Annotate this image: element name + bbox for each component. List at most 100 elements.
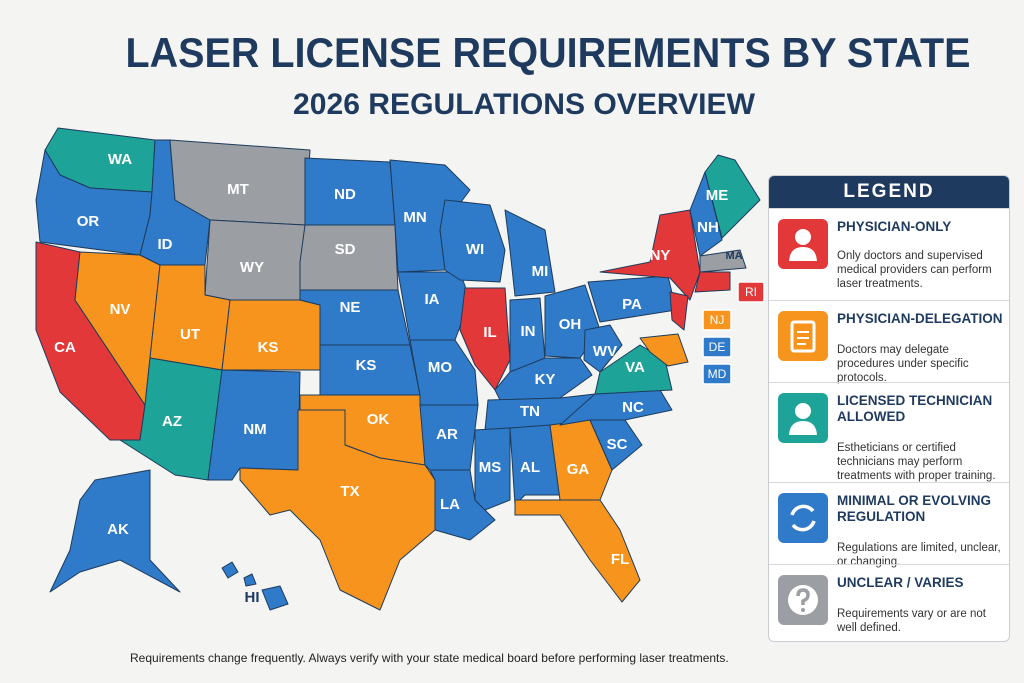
state-label: AR xyxy=(436,426,458,443)
legend-icon xyxy=(778,219,828,269)
state-label: KS xyxy=(258,339,279,356)
legend-name: UNCLEAR / VARIES xyxy=(837,575,964,590)
state xyxy=(639,333,689,367)
legend-item: PHYSICIAN-ONLY Only doctors and supervise… xyxy=(769,208,1009,300)
state xyxy=(583,324,623,373)
state-label: ME xyxy=(706,187,729,204)
state xyxy=(221,299,321,371)
state-label: KY xyxy=(535,371,556,388)
state xyxy=(599,209,701,301)
state-label: KS xyxy=(356,357,377,374)
icon-part xyxy=(795,229,811,245)
state-label: GA xyxy=(567,461,590,478)
state-label: OK xyxy=(367,411,390,428)
state-label: NC xyxy=(622,399,644,416)
legend-name: PHYSICIAN-DELEGATION xyxy=(837,311,1003,326)
icon-part xyxy=(790,320,816,353)
state xyxy=(243,573,257,587)
icon-glyph xyxy=(790,320,816,353)
icon-glyph xyxy=(788,585,818,615)
legend-icon xyxy=(778,311,828,361)
state-label: SC xyxy=(607,436,628,453)
state xyxy=(429,469,496,541)
icon-part xyxy=(790,504,815,516)
state-label: MI xyxy=(532,263,549,280)
state xyxy=(594,344,673,395)
state-label: IL xyxy=(483,324,496,341)
state-label: MN xyxy=(403,209,426,226)
legend-icon xyxy=(778,575,828,625)
icon-glyph xyxy=(789,403,817,435)
legend-description: Estheticians or certified technicians ma… xyxy=(837,442,996,482)
icon-part xyxy=(791,520,816,532)
state-label: TX xyxy=(340,483,359,500)
state-label: WV xyxy=(593,343,617,360)
legend-item: LICENSED TECHNICIAN ALLOWED Estheticians … xyxy=(769,382,1009,482)
icon-part xyxy=(789,247,817,261)
state-label: AL xyxy=(520,459,540,476)
title: LASER LICENSE REQUIREMENTS BY STATE xyxy=(126,29,971,76)
state-label: MO xyxy=(428,359,452,376)
legend-title: LEGEND xyxy=(769,176,1009,208)
state-label: CA xyxy=(54,339,76,356)
callout-label: RI xyxy=(745,285,757,299)
state xyxy=(699,249,747,273)
legend-description: Regulations are limited, unclear, or cha… xyxy=(837,542,1001,568)
legend-description: Requirements vary or are not well define… xyxy=(837,608,986,634)
state xyxy=(49,469,181,593)
legend: LEGEND PHYSICIAN-ONLY Only doctors and su… xyxy=(768,175,1010,642)
state-label: IA xyxy=(425,291,440,308)
state-label: LA xyxy=(440,496,460,513)
state-label: IN xyxy=(521,323,536,340)
state-label: ID xyxy=(158,236,173,253)
state-label: FL xyxy=(611,551,629,568)
icon-glyph xyxy=(790,504,816,532)
legend-item: PHYSICIAN-DELEGATION Doctors may delegate… xyxy=(769,300,1009,384)
legend-icon xyxy=(778,493,828,543)
legend-name: LICENSED TECHNICIAN ALLOWED xyxy=(837,393,993,424)
state-label: HI xyxy=(245,589,260,606)
callout-box xyxy=(737,281,765,303)
state-label: OH xyxy=(559,316,582,333)
state xyxy=(509,424,561,506)
state-label: NM xyxy=(243,421,266,438)
legend-item: UNCLEAR / VARIES Requirements vary or are… xyxy=(769,564,1009,641)
callout-box xyxy=(702,309,732,331)
state-label: TN xyxy=(520,403,540,420)
callout-box xyxy=(702,336,732,358)
state-label: NV xyxy=(110,301,131,318)
callout-label: MD xyxy=(708,367,727,381)
state-label: ND xyxy=(334,186,356,203)
state-label: VA xyxy=(625,359,645,376)
state-label: WA xyxy=(108,151,132,168)
state-label: NE xyxy=(340,299,361,316)
state xyxy=(221,561,239,579)
state-label: NH xyxy=(697,219,719,236)
state-label: UT xyxy=(180,326,200,343)
legend-description: Only doctors and supervised medical prov… xyxy=(837,250,992,290)
icon-part xyxy=(789,421,817,435)
subtitle: 2026 REGULATIONS OVERVIEW xyxy=(293,88,756,121)
state xyxy=(514,499,641,603)
callout-box xyxy=(702,363,732,385)
state-label: AK xyxy=(107,521,129,538)
state-label: NY xyxy=(650,247,671,264)
callout-label: NJ xyxy=(710,313,725,327)
state xyxy=(504,209,556,297)
legend-description: Doctors may delegate procedures under sp… xyxy=(837,344,969,384)
footer: Requirements change frequently. Always v… xyxy=(130,651,729,665)
state xyxy=(689,171,723,257)
legend-name: PHYSICIAN-ONLY xyxy=(837,219,952,234)
legend-name: MINIMAL OR EVOLVING REGULATION xyxy=(837,493,992,524)
callout-label: DE xyxy=(709,340,726,354)
state-label: MT xyxy=(227,181,249,198)
icon-part xyxy=(796,588,810,605)
state xyxy=(704,154,761,239)
state xyxy=(439,199,506,283)
state-label: WY xyxy=(240,259,264,276)
legend-icon xyxy=(778,393,828,443)
state xyxy=(239,409,436,611)
callout-label: MA xyxy=(725,250,742,262)
